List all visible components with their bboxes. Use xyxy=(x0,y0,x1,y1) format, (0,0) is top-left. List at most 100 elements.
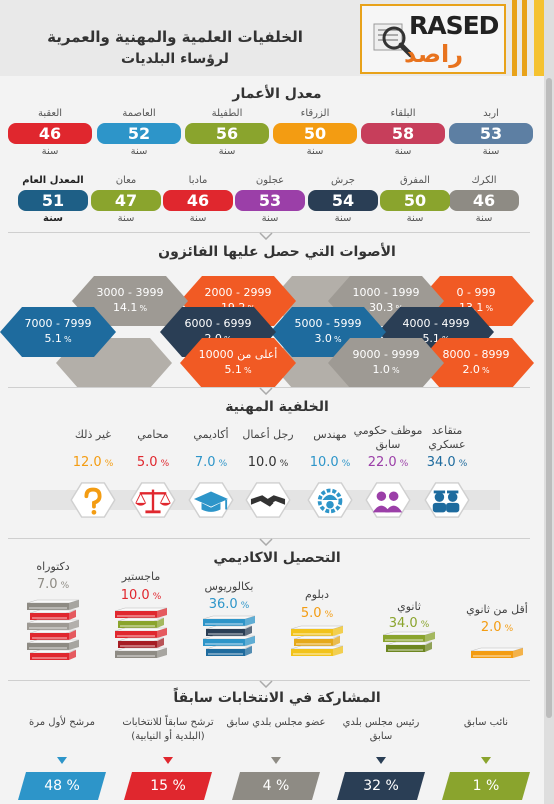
header: الخلفيات العلمية والمهنية والعمرية لرؤسا… xyxy=(0,0,554,76)
education-percent-value: 34.0 xyxy=(388,616,418,631)
votes-hexagon: 8999 - 8000 2.0% xyxy=(418,338,534,388)
age-value-pill: 56 xyxy=(185,123,269,144)
profession-percent-value: 22.0 xyxy=(367,455,397,470)
election-label: نائب سابق xyxy=(463,717,509,728)
age-value-pill: 51 xyxy=(18,190,88,211)
percent-sign: % xyxy=(279,459,289,469)
votes-percent: 5.1% xyxy=(0,332,116,345)
profession-label: أكاديمي xyxy=(193,428,229,441)
scrollbar-thumb[interactable] xyxy=(546,78,552,718)
divider xyxy=(8,232,530,233)
age-value-pill: 46 xyxy=(163,190,233,211)
votes-percent: 2.0% xyxy=(418,363,534,376)
votes-percent-value: 5.1 xyxy=(422,332,440,345)
votes-range-label: 7999 - 7000 xyxy=(24,317,92,330)
elections-section-title: المشاركة في الانتخابات سابقاً xyxy=(173,690,381,706)
votes-range-label: 999 - 0 xyxy=(456,286,496,299)
education-percent: 34.0% xyxy=(364,616,454,631)
votes-percent-value: 1.0 xyxy=(372,363,390,376)
age-governorate-label: مادبا xyxy=(188,175,208,186)
profession-percent: 10.0% xyxy=(233,455,303,470)
education-label: ثانوي xyxy=(397,600,421,613)
votes-range-label: 2999 - 2000 xyxy=(204,286,272,299)
votes-range-label: 4999 - 4000 xyxy=(402,317,470,330)
percent-sign: % xyxy=(391,366,400,375)
profession-label: غير ذلك xyxy=(74,428,112,441)
percent-sign: % xyxy=(341,459,351,469)
education-percent: 10.0% xyxy=(96,588,186,603)
chevron-down-icon xyxy=(259,680,273,688)
logo-text-ar: راصد xyxy=(404,40,464,68)
book-stack-icon xyxy=(382,631,436,652)
votes-hexagon: أعلى من 10000 5.1% xyxy=(180,338,296,388)
votes-range-label: 9999 - 9000 xyxy=(352,348,420,361)
percent-sign: % xyxy=(481,366,490,375)
votes-range-label: 5999 - 5000 xyxy=(294,317,362,330)
education-percent-value: 7.0 xyxy=(36,577,58,592)
profession-percent-value: 10.0 xyxy=(309,455,339,470)
education-percent: 7.0% xyxy=(8,577,98,592)
election-percent: 48 % xyxy=(44,778,80,794)
percent-sign: % xyxy=(420,620,430,630)
profession-percent: 5.0% xyxy=(118,455,188,470)
education-label: ماجستير xyxy=(121,570,161,583)
profession-label: رجل أعمال xyxy=(242,428,294,441)
age-unit-label: سنة xyxy=(475,213,493,224)
age-governorate-label: معان xyxy=(115,175,137,186)
employees-icon xyxy=(365,482,411,518)
votes-percent-value: 3.0 xyxy=(314,332,332,345)
chevron-down-icon xyxy=(259,538,273,546)
percent-sign: % xyxy=(60,581,70,591)
age-governorate-label: عجلون xyxy=(255,175,285,186)
election-value-box: 4 % xyxy=(232,772,320,800)
education-percent: 36.0% xyxy=(184,597,274,612)
age-value-pill: 46 xyxy=(449,190,519,211)
age-value-pill: 50 xyxy=(273,123,357,144)
votes-percent: 3.0% xyxy=(270,332,386,345)
percent-sign: % xyxy=(240,601,250,611)
age-unit-label: سنة xyxy=(189,213,207,224)
magnifier-icon xyxy=(373,23,414,58)
votes-hexagon: 3999 - 3000 14.1% xyxy=(72,276,188,326)
age-governorate-label: العاصمة xyxy=(122,108,156,119)
triangle-down-icon xyxy=(163,757,173,764)
age-unit-label: سنة xyxy=(406,213,424,224)
education-percent: 5.0% xyxy=(272,606,362,621)
divider xyxy=(8,538,530,539)
age-unit-label: سنة xyxy=(306,146,324,157)
election-value-box: 1 % xyxy=(442,772,530,800)
votes-range-label: 3999 - 3000 xyxy=(96,286,164,299)
profession-label: محامي xyxy=(137,428,169,441)
profession-percent-value: 34.0 xyxy=(426,455,456,470)
education-percent-value: 36.0 xyxy=(208,597,238,612)
votes-percent: 14.1% xyxy=(72,301,188,314)
votes-hexagon: 7999 - 7000 5.1% xyxy=(0,307,116,357)
graduation-cap-icon xyxy=(188,482,234,518)
votes-percent: 1.0% xyxy=(328,363,444,376)
profession-label: موظف حكومي سابق xyxy=(353,424,423,451)
profession-percent: 10.0% xyxy=(295,455,365,470)
triangle-down-icon xyxy=(376,757,386,764)
election-label: عضو مجلس بلدي سابق xyxy=(226,717,326,728)
age-value-pill: 53 xyxy=(235,190,305,211)
scales-icon xyxy=(130,482,176,518)
triangle-down-icon xyxy=(271,757,281,764)
engineer-icon xyxy=(307,482,353,518)
election-label: رئيس مجلس بلدي سابق xyxy=(342,717,420,742)
education-percent: 2.0% xyxy=(452,620,542,635)
profession-percent: 7.0% xyxy=(176,455,246,470)
education-label: بكالوريوس xyxy=(204,580,254,593)
age-unit-label: سنة xyxy=(261,213,279,224)
percent-sign: % xyxy=(160,459,170,469)
age-governorate-label: الطفيلة xyxy=(211,108,243,119)
age-unit-label: سنة xyxy=(218,146,236,157)
age-value-pill: 46 xyxy=(8,123,92,144)
percent-sign: % xyxy=(399,459,409,469)
age-value-pill: 53 xyxy=(449,123,533,144)
profession-percent: 22.0% xyxy=(353,455,423,470)
age-unit-label: سنة xyxy=(482,146,500,157)
percent-sign: % xyxy=(139,304,148,313)
age-unit-label: سنة xyxy=(43,213,63,224)
age-unit-label: سنة xyxy=(41,146,59,157)
election-label: مرشح لأول مرة xyxy=(29,717,95,728)
